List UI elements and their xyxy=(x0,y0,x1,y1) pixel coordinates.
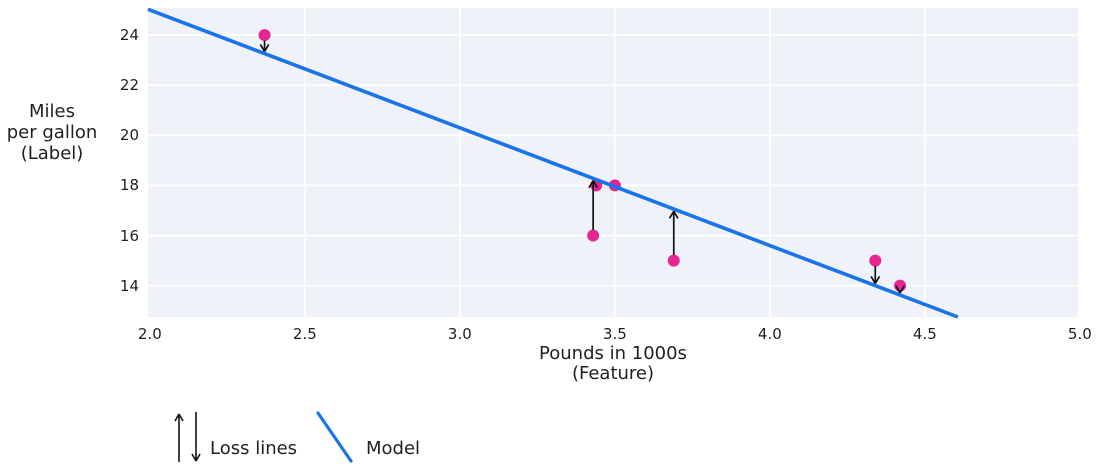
x-axis-label-line: (Feature) xyxy=(571,363,655,384)
loss-arrow xyxy=(259,43,266,52)
legend-model-label: Model xyxy=(366,438,421,459)
data-point xyxy=(258,29,271,42)
loss-arrow xyxy=(592,180,599,189)
y-tick-label: 20 xyxy=(119,126,139,145)
model-line-icon xyxy=(316,411,353,463)
loss-arrow xyxy=(874,275,881,284)
loss-lines-arrows-icon xyxy=(174,412,201,462)
loss-arrow xyxy=(588,180,594,189)
y-axis-label-line: Miles xyxy=(29,101,75,122)
y-tick-label: 22 xyxy=(119,76,139,95)
x-axis-label-line: Pounds in 1000s xyxy=(539,343,687,364)
loss-arrow xyxy=(895,285,901,294)
loss-arrow xyxy=(668,210,675,219)
x-axis-label: Pounds in 1000s (Feature) xyxy=(453,344,773,384)
data-point xyxy=(894,279,907,292)
x-tick-label: 2.0 xyxy=(137,325,162,343)
y-axis-label-line: (Label) xyxy=(20,143,84,164)
x-tick-label: 3.0 xyxy=(447,325,472,343)
x-tick-label: 4.5 xyxy=(912,325,937,343)
x-tick-label: 2.5 xyxy=(292,325,317,343)
legend-loss-lines-label: Loss lines xyxy=(210,438,298,459)
y-axis-label: Miles per gallon (Label) xyxy=(0,101,104,164)
data-point xyxy=(869,254,882,267)
plot-background xyxy=(148,8,1078,317)
x-tick-label: 5.0 xyxy=(1067,325,1092,343)
x-tick-label: 3.5 xyxy=(602,325,627,343)
model-line xyxy=(147,7,959,319)
loss-arrow xyxy=(263,43,270,52)
y-axis-label-line: per gallon xyxy=(6,122,98,143)
y-tick-label: 24 xyxy=(119,26,139,45)
loss-arrow xyxy=(870,275,876,284)
loss-arrow xyxy=(673,210,679,219)
y-tick-label: 14 xyxy=(119,276,139,295)
data-point xyxy=(587,229,600,242)
x-tick-label: 4.0 xyxy=(757,325,782,343)
loss-arrow xyxy=(899,285,905,294)
data-point xyxy=(667,254,680,267)
y-tick-label: 16 xyxy=(119,226,139,245)
y-tick-label: 18 xyxy=(119,176,139,195)
